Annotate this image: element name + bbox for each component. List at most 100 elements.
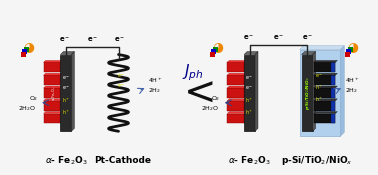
Text: p-Si/TiO$_2$/NiO$_x$: p-Si/TiO$_2$/NiO$_x$ bbox=[304, 76, 312, 110]
Bar bbox=[227, 101, 244, 111]
Bar bbox=[227, 88, 244, 98]
Text: h$^+$: h$^+$ bbox=[315, 95, 323, 104]
Polygon shape bbox=[314, 60, 338, 62]
Polygon shape bbox=[227, 73, 246, 75]
Bar bbox=[345, 52, 350, 57]
Bar bbox=[60, 55, 71, 131]
Bar bbox=[332, 88, 335, 98]
Polygon shape bbox=[314, 99, 338, 101]
Text: O$_2$: O$_2$ bbox=[29, 94, 38, 103]
Text: e$^-$: e$^-$ bbox=[62, 75, 70, 82]
Text: e$^-$: e$^-$ bbox=[116, 82, 125, 90]
Text: 2H$_2$: 2H$_2$ bbox=[345, 86, 358, 95]
Polygon shape bbox=[244, 86, 246, 98]
Polygon shape bbox=[340, 46, 344, 136]
Text: $J_{ph}$: $J_{ph}$ bbox=[182, 62, 204, 83]
Polygon shape bbox=[302, 52, 316, 55]
Text: 2H$_2$: 2H$_2$ bbox=[148, 86, 161, 95]
Bar bbox=[211, 49, 216, 54]
Text: p-Si/TiO$_2$/NiO$_x$: p-Si/TiO$_2$/NiO$_x$ bbox=[281, 154, 353, 167]
Polygon shape bbox=[43, 60, 62, 62]
Text: ◕: ◕ bbox=[347, 40, 358, 53]
Bar bbox=[332, 62, 335, 72]
Bar bbox=[227, 75, 244, 85]
Bar bbox=[332, 101, 335, 111]
Bar bbox=[346, 49, 351, 54]
Bar bbox=[227, 114, 244, 123]
Polygon shape bbox=[255, 52, 258, 131]
Bar bbox=[314, 88, 335, 98]
Text: h$^+$: h$^+$ bbox=[245, 96, 254, 105]
Polygon shape bbox=[227, 60, 246, 62]
Bar bbox=[314, 114, 335, 123]
Text: e$^-$: e$^-$ bbox=[315, 73, 323, 80]
Polygon shape bbox=[43, 99, 62, 101]
Polygon shape bbox=[314, 112, 338, 114]
Polygon shape bbox=[60, 86, 62, 98]
Bar bbox=[43, 75, 60, 85]
Polygon shape bbox=[60, 60, 62, 72]
Text: e$^-$: e$^-$ bbox=[59, 35, 71, 44]
Text: e$^-$: e$^-$ bbox=[62, 85, 70, 92]
Text: 2H$_2$O: 2H$_2$O bbox=[200, 104, 219, 113]
Polygon shape bbox=[244, 112, 246, 123]
Text: 2H$_2$O: 2H$_2$O bbox=[18, 104, 36, 113]
Text: e$^-$: e$^-$ bbox=[243, 33, 254, 42]
Bar bbox=[227, 62, 244, 72]
Text: α-Fe$_2$O$_3$: α-Fe$_2$O$_3$ bbox=[50, 85, 58, 101]
Bar bbox=[332, 75, 335, 85]
Text: Pt-Cathode: Pt-Cathode bbox=[94, 156, 151, 165]
Text: e$^-$: e$^-$ bbox=[114, 35, 125, 44]
Text: $\alpha$- Fe$_2$O$_3$: $\alpha$- Fe$_2$O$_3$ bbox=[45, 155, 87, 167]
Text: e$^-$: e$^-$ bbox=[245, 85, 254, 92]
Text: $<$: $<$ bbox=[176, 73, 214, 111]
Polygon shape bbox=[314, 86, 338, 88]
Bar bbox=[25, 47, 29, 52]
Bar bbox=[244, 55, 255, 131]
Polygon shape bbox=[313, 52, 316, 131]
Text: e$^-$: e$^-$ bbox=[273, 33, 284, 42]
Bar bbox=[43, 101, 60, 111]
Text: ◕: ◕ bbox=[24, 40, 35, 53]
Polygon shape bbox=[43, 86, 62, 88]
Polygon shape bbox=[244, 60, 246, 72]
Text: e$^-$: e$^-$ bbox=[302, 33, 314, 42]
Polygon shape bbox=[227, 112, 246, 114]
Polygon shape bbox=[244, 52, 258, 55]
Bar bbox=[210, 52, 215, 57]
Polygon shape bbox=[244, 99, 246, 111]
Polygon shape bbox=[227, 86, 246, 88]
Polygon shape bbox=[60, 99, 62, 111]
Polygon shape bbox=[314, 73, 338, 75]
Text: h$^+$: h$^+$ bbox=[245, 108, 254, 117]
Polygon shape bbox=[43, 73, 62, 75]
Bar bbox=[332, 114, 335, 123]
Polygon shape bbox=[60, 73, 62, 85]
Text: ◕: ◕ bbox=[212, 40, 223, 53]
Text: h$^+$: h$^+$ bbox=[62, 96, 70, 105]
Text: 4H$^+$: 4H$^+$ bbox=[148, 76, 163, 85]
Bar bbox=[43, 114, 60, 123]
Text: h$^+$: h$^+$ bbox=[62, 108, 70, 117]
Bar bbox=[22, 52, 26, 57]
Text: O$_2$: O$_2$ bbox=[211, 94, 221, 103]
Bar bbox=[300, 50, 340, 136]
Bar bbox=[314, 75, 335, 85]
Bar bbox=[302, 55, 313, 131]
Text: e$^-$: e$^-$ bbox=[87, 35, 98, 44]
Bar bbox=[213, 47, 218, 52]
Text: h$^+$: h$^+$ bbox=[315, 83, 323, 92]
Bar bbox=[314, 62, 335, 72]
Text: 4H$^+$: 4H$^+$ bbox=[345, 76, 359, 85]
Text: e$^-$: e$^-$ bbox=[116, 73, 125, 80]
Text: $\alpha$- Fe$_2$O$_3$: $\alpha$- Fe$_2$O$_3$ bbox=[228, 155, 271, 167]
Polygon shape bbox=[71, 52, 74, 131]
Polygon shape bbox=[60, 52, 74, 55]
Polygon shape bbox=[60, 112, 62, 123]
Bar bbox=[22, 49, 27, 54]
Polygon shape bbox=[227, 99, 246, 101]
Bar bbox=[314, 101, 335, 111]
Bar bbox=[348, 47, 353, 52]
Polygon shape bbox=[43, 112, 62, 114]
Text: e$^-$: e$^-$ bbox=[245, 75, 254, 82]
